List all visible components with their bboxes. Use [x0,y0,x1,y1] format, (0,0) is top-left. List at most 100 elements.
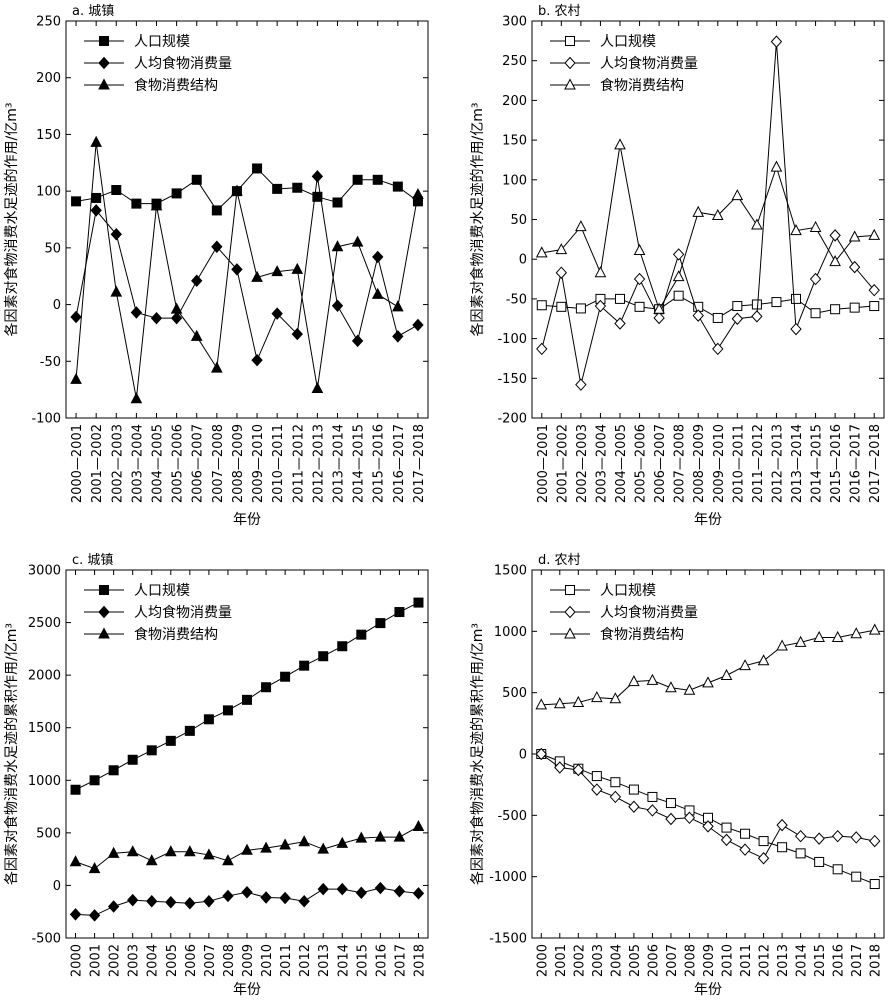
x-tick-label: 2005—2006 [171,424,186,503]
x-tick-label: 2012—2013 [770,424,785,503]
x-axis-label: 年份 [233,982,261,998]
data-point-diamond [672,248,685,261]
x-tick-label: 2017—2018 [868,424,883,503]
y-tick-label: 150 [502,134,527,149]
x-tick-label: 2001 [89,944,104,977]
data-point-diamond [107,900,120,913]
y-tick-label: 100 [502,173,527,188]
data-point-triangle [850,627,863,639]
x-tick-label: 2011—2012 [751,424,766,503]
data-point-triangle [731,189,744,201]
data-point-square [732,301,743,312]
x-tick-label: 2015 [813,944,828,977]
series-diamond [70,170,424,367]
data-point-diamond [130,306,143,319]
data-point-square [203,714,214,725]
data-point-diamond [372,250,384,264]
data-point-square [413,597,424,608]
data-point-square [556,301,567,312]
data-point-triangle [393,830,406,842]
data-point-diamond [591,783,603,796]
legend-entry: 食物消费结构 [134,77,218,94]
x-tick-label: 2010—2011 [731,424,746,503]
data-point-square [628,784,639,795]
data-point-diamond [260,891,272,904]
x-tick-label: 2008 [222,944,237,977]
data-point-square [740,828,751,839]
x-tick-label: 2003 [591,944,606,977]
series-line [541,295,875,319]
series-triangle [69,819,425,874]
data-point-triangle [271,265,283,277]
data-point-diamond [731,312,744,325]
data-point-triangle [702,676,714,688]
data-point-square [536,300,547,311]
x-tick-label: 2006 [184,944,199,977]
data-point-square [869,879,880,890]
data-point-square [610,777,621,788]
data-point-square [758,836,769,847]
data-point-diamond [757,852,770,865]
y-tick-label: 0 [519,748,527,763]
series-diamond [69,881,425,922]
plot-frame [531,569,885,939]
chart-title: a. 城镇 [72,4,114,19]
data-point-square [318,651,329,662]
data-point-triangle [69,855,82,867]
x-tick-label: 2014 [795,944,810,977]
y-tick-label: 100 [36,185,61,200]
data-point-triangle [110,285,123,297]
data-point-diamond [393,884,406,898]
x-tick-label: 2005 [628,944,643,977]
data-point-diamond [110,228,122,241]
data-point-triangle [672,270,685,282]
data-point-square [71,196,82,207]
data-point-diamond [614,317,626,330]
data-point-diamond [69,908,82,921]
x-tick-label: 2014 [336,944,351,977]
data-point-diamond [702,820,714,833]
x-tick-label: 2010—2011 [271,424,286,503]
y-tick-label: 3000 [28,564,61,579]
x-tick-label: 2002—2003 [110,424,125,503]
data-point-diamond [412,887,425,900]
data-point-triangle [164,845,177,857]
x-tick-label: 2001—2002 [90,424,105,503]
series-square [536,749,880,890]
plot-frame [65,20,429,419]
legend-marker-triangle [98,78,110,90]
chart-title: b. 农村 [538,4,581,19]
legend-entry: 食物消费结构 [134,626,218,643]
data-point-square [814,856,825,867]
x-tick-label: 2017 [393,944,408,977]
data-point-triangle [90,135,102,147]
data-point-diamond [150,311,163,325]
plot-frame [65,569,429,939]
data-point-square [591,771,602,782]
data-point-square [272,183,283,194]
data-point-square [771,297,782,308]
data-point-triangle [351,235,364,247]
data-point-diamond [191,274,203,287]
data-point-square [352,174,363,185]
x-tick-label: 2000—2001 [536,424,551,503]
data-point-diamond [720,833,733,847]
series-square [71,163,423,216]
y-tick-label: 1500 [494,564,527,579]
data-point-triangle [231,184,243,196]
data-point-diamond [241,886,253,899]
data-point-diamond [868,283,880,297]
legend-entry: 人均食物消费量 [600,604,698,621]
data-point-triangle [371,287,384,299]
data-point-triangle [374,830,387,842]
data-point-diamond [298,894,310,908]
x-tick-label: 2018 [412,944,427,977]
legend-marker-square [99,585,109,595]
y-tick-label: -50 [506,292,527,307]
chart-panel-2: c. 城镇 -500 0 500 1000 1500 2000 2500 3000 2000 200… [3,553,429,998]
data-point-diamond [211,240,223,253]
legend-entry: 人口规模 [134,583,190,599]
